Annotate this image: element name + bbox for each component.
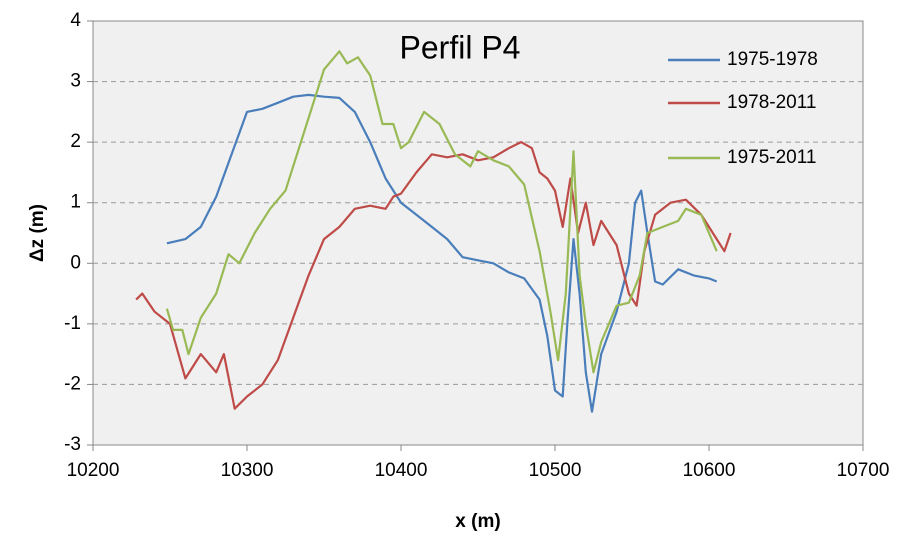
- legend-label: 1978-2011: [727, 92, 816, 113]
- x-tick-label: 10500: [529, 460, 582, 481]
- data-line: [165, 50, 718, 374]
- y-tick-label: 4: [70, 10, 81, 31]
- chart-title: Perfil P4: [400, 29, 521, 65]
- y-tick-label: -3: [64, 434, 81, 455]
- x-axis-label: x (m): [455, 511, 500, 532]
- y-tick-label: 3: [70, 71, 81, 92]
- x-tick-label: 10300: [221, 460, 274, 481]
- y-tick-label: 1: [70, 192, 81, 213]
- x-tick-label: 10200: [67, 460, 120, 481]
- data-line: [166, 93, 718, 413]
- y-tick-label: 2: [70, 131, 81, 152]
- legend-label: 1975-2011: [727, 147, 816, 168]
- data-line: [135, 141, 732, 410]
- y-tick-label: 0: [70, 252, 81, 273]
- legend-label: 1975-1978: [727, 49, 818, 70]
- y-tick-label: -2: [64, 373, 81, 394]
- x-tick-label: 10600: [683, 460, 736, 481]
- y-tick-label: -1: [64, 313, 81, 334]
- y-axis-label: Δz (m): [27, 204, 48, 262]
- plot-area: [92, 20, 864, 446]
- x-tick-label: 10700: [837, 460, 890, 481]
- x-tick-label: 10400: [375, 460, 428, 481]
